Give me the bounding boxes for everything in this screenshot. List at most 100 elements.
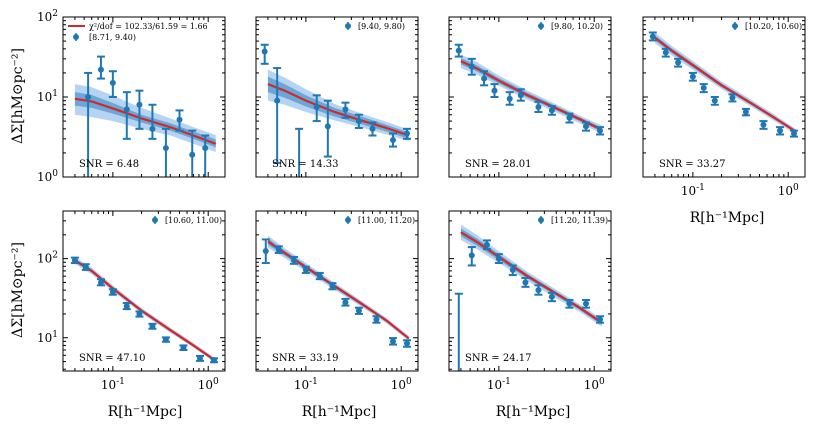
data-point (82, 264, 89, 271)
data-point (596, 316, 603, 323)
data-point (662, 49, 669, 56)
data-point (491, 87, 498, 94)
data-point (109, 79, 116, 86)
snr-annotation: SNR = 33.27 (659, 159, 726, 170)
data-point (548, 107, 555, 114)
data-point (196, 355, 203, 362)
data-point (675, 59, 682, 66)
snr-annotation: SNR = 47.10 (79, 353, 146, 364)
data-point (582, 123, 589, 130)
x-tick-label: 100 (391, 377, 412, 392)
data-point (342, 299, 349, 306)
data-point (776, 127, 783, 134)
legend-bin-label: [9.80, 10.20) (551, 22, 603, 31)
data-point (742, 108, 749, 115)
data-point (302, 266, 309, 273)
data-point (582, 300, 589, 307)
snr-annotation: SNR = 6.48 (79, 159, 139, 170)
data-point (162, 336, 169, 343)
data-point (689, 73, 696, 80)
data-point (468, 252, 475, 259)
data-point (483, 241, 490, 248)
data-point (481, 75, 488, 82)
ylabel-row1: ΔΣ[hM⊙pc⁻²] (10, 48, 26, 144)
data-point (149, 125, 156, 132)
model-line (460, 60, 603, 131)
data-point (123, 303, 130, 310)
x-tick-label: 10-1 (681, 183, 705, 198)
legend-fit-label: χ²/dof = 102.33/61.59 = 1.66 (89, 22, 208, 31)
data-point (162, 145, 169, 152)
data-point (495, 255, 502, 262)
y-tick-label: 100 (37, 169, 58, 184)
data-point (389, 137, 396, 144)
x-tick-label: 100 (778, 183, 799, 198)
data-point (522, 279, 529, 286)
axes-frame (62, 210, 226, 372)
data-point (403, 130, 410, 137)
data-point (97, 66, 104, 73)
data-point (324, 123, 331, 130)
snr-annotation: SNR = 14.33 (272, 159, 339, 170)
axes-frame (448, 210, 612, 372)
data-point (123, 106, 130, 113)
data-point (403, 340, 410, 347)
data-point (180, 344, 187, 351)
model-line (654, 36, 797, 133)
data-point (389, 338, 396, 345)
data-point (517, 92, 524, 99)
snr-annotation: SNR = 28.01 (465, 159, 532, 170)
data-point (71, 257, 78, 264)
data-point (342, 106, 349, 113)
snr-annotation: SNR = 24.17 (465, 353, 532, 364)
panel-row1-col3: [9.80, 10.20) SNR = 28.01 (448, 16, 612, 178)
legend-bin-label: [11.00, 11.20) (358, 216, 415, 225)
data-point (700, 84, 707, 91)
xlabel-panel-row2-col3: R[h⁻¹Mpc] (496, 404, 571, 420)
panel-row1-col1: 100 101 102 χ²/dof = 102.33/61.59 = 1.66 [8.… (37, 9, 226, 184)
model-band-inner (460, 228, 602, 325)
data-point (760, 121, 767, 128)
data-point (711, 97, 718, 104)
data-point (355, 307, 362, 314)
axes-frame (255, 210, 419, 372)
snr-annotation: SNR = 33.19 (272, 353, 339, 364)
data-point (535, 103, 542, 110)
data-point (566, 300, 573, 307)
legend-bin-label: [11.20, 11.39) (551, 216, 608, 225)
xlabel-panel-row1-col4: R[h⁻¹Mpc] (690, 210, 765, 226)
panel-row2-col1: 101 102 10-1 100 [10.60, 11.00) SNR = 47.10 (37, 210, 226, 392)
legend-bin-label: [10.20, 10.60) (745, 22, 802, 31)
data-point (275, 246, 282, 253)
y-tick-label: 101 (37, 330, 58, 345)
data-point (509, 266, 516, 273)
data-point (790, 130, 797, 137)
data-point (210, 357, 217, 364)
model-line (74, 97, 217, 145)
data-point (373, 316, 380, 323)
data-point (369, 125, 376, 132)
panel-row2-col3: 10-1 100 [11.20, 11.39) SNR = 24.17 (448, 210, 612, 392)
legend-bin-label: [10.60, 11.00) (165, 216, 222, 225)
model-line (267, 83, 410, 137)
data-point (468, 63, 475, 70)
model-band-outer (460, 224, 602, 327)
data-point (261, 48, 268, 55)
data-point (262, 247, 269, 254)
data-point (149, 323, 156, 330)
data-point (109, 288, 116, 295)
data-point (176, 116, 183, 123)
model-line (460, 231, 603, 324)
panel-row1-col4: 10-1 100 [10.20, 10.60) SNR = 33.27 (642, 16, 806, 198)
y-tick-label: 101 (37, 89, 58, 104)
panel-row2-col2: 10-1 100 [11.00, 11.20) SNR = 33.19 (255, 210, 419, 392)
data-point (97, 279, 104, 286)
x-tick-label: 100 (584, 377, 605, 392)
x-tick-label: 10-1 (101, 377, 125, 392)
y-tick-label: 102 (37, 9, 58, 24)
panel-row1-col2: [9.40, 9.80) SNR = 14.33 (255, 16, 419, 178)
data-point (355, 118, 362, 125)
data-point (290, 257, 297, 264)
data-point (329, 283, 336, 290)
xlabel-panel-row2-col1: R[h⁻¹Mpc] (108, 404, 183, 420)
